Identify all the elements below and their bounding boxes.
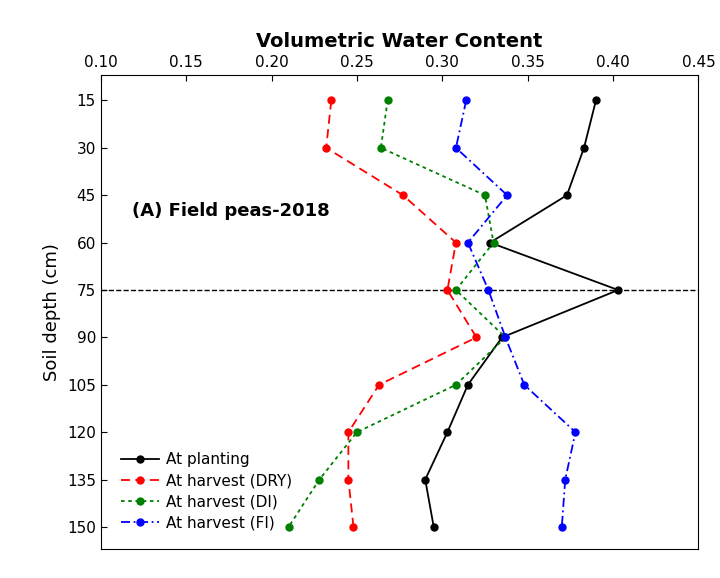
Y-axis label: Soil depth (cm): Soil depth (cm) (43, 243, 61, 381)
At harvest (DRY) (349, 524, 358, 531)
At harvest (DRY) (472, 334, 481, 341)
At harvest (DRY) (443, 287, 451, 294)
At planting (464, 381, 472, 388)
Line: At planting: At planting (422, 97, 621, 531)
At harvest (DI) (284, 524, 293, 531)
Text: (A) Field peas-2018: (A) Field peas-2018 (132, 202, 329, 220)
At harvest (DI) (451, 381, 460, 388)
Line: At harvest (FI): At harvest (FI) (452, 97, 579, 531)
Line: At harvest (DRY): At harvest (DRY) (323, 97, 480, 531)
At planting (421, 476, 430, 483)
At harvest (FI) (462, 97, 470, 104)
At planting (486, 239, 495, 246)
At harvest (FI) (451, 144, 460, 151)
At planting (580, 144, 588, 151)
At harvest (DI) (501, 334, 510, 341)
At harvest (DRY) (327, 97, 336, 104)
At harvest (DI) (377, 144, 385, 151)
Legend: At planting, At harvest (DRY), At harvest (DI), At harvest (FI): At planting, At harvest (DRY), At harves… (114, 446, 299, 537)
At harvest (DRY) (399, 192, 408, 199)
At harvest (FI) (561, 476, 570, 483)
At harvest (DRY) (451, 239, 460, 246)
X-axis label: Volumetric Water Content: Volumetric Water Content (256, 32, 543, 51)
At harvest (DRY) (322, 144, 330, 151)
At planting (498, 334, 506, 341)
At harvest (FI) (557, 524, 566, 531)
At planting (562, 192, 571, 199)
At planting (443, 429, 451, 436)
At harvest (FI) (520, 381, 528, 388)
At harvest (DI) (353, 429, 361, 436)
At harvest (DRY) (344, 429, 353, 436)
At harvest (FI) (484, 287, 492, 294)
At harvest (DI) (383, 97, 392, 104)
At planting (429, 524, 438, 531)
At harvest (DI) (489, 239, 498, 246)
At harvest (FI) (464, 239, 472, 246)
At harvest (FI) (571, 429, 580, 436)
At harvest (FI) (503, 192, 511, 199)
At harvest (DI) (481, 192, 490, 199)
Line: At harvest (DI): At harvest (DI) (285, 97, 509, 531)
At harvest (DRY) (375, 381, 384, 388)
At harvest (DRY) (344, 476, 353, 483)
At harvest (FI) (501, 334, 510, 341)
At harvest (DI) (451, 287, 460, 294)
At planting (592, 97, 600, 104)
At planting (614, 287, 623, 294)
At harvest (DI) (315, 476, 324, 483)
